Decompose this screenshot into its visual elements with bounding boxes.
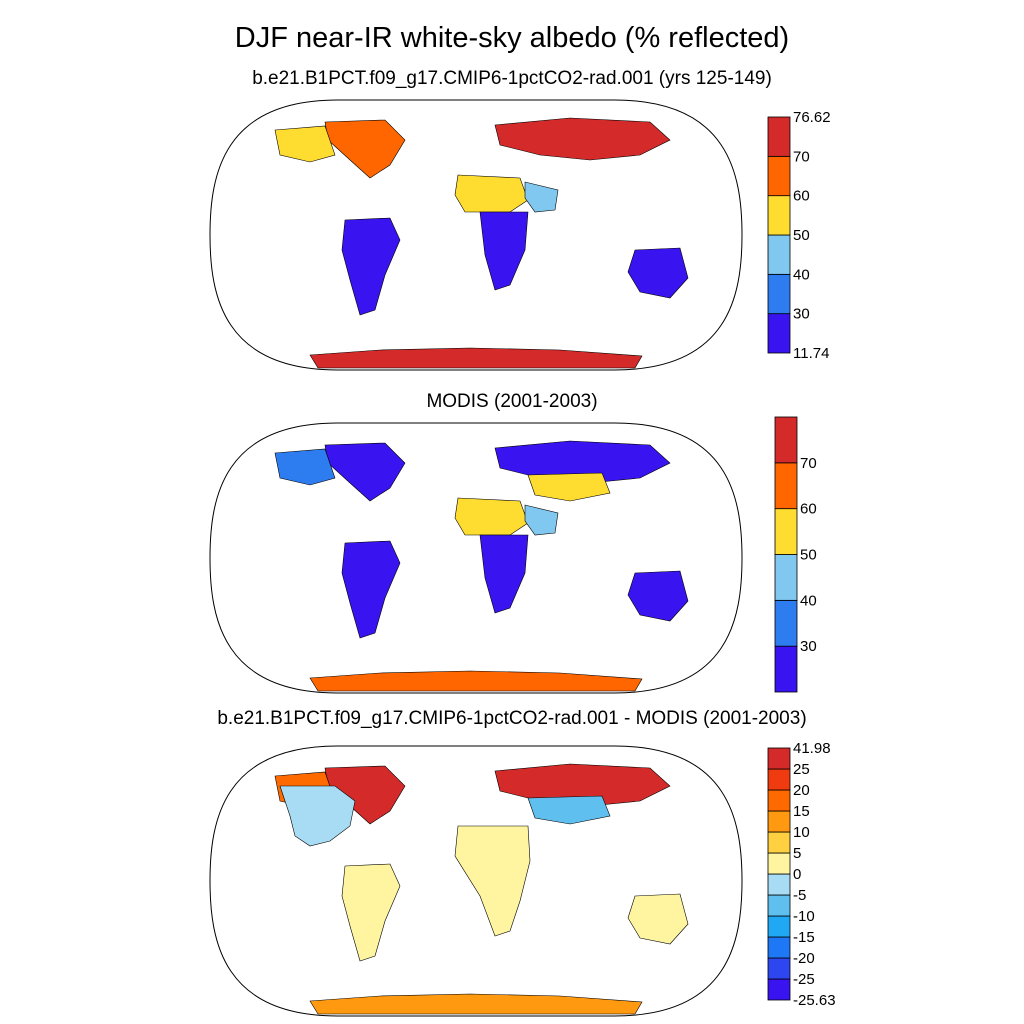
region-antarctica — [309, 670, 643, 692]
colorbar-swatch-9 — [767, 789, 791, 812]
region-sahara — [454, 497, 529, 536]
colorbar-label-3: -15 — [793, 929, 815, 946]
colorbar-label-5: -5 — [793, 887, 806, 904]
colorbar-label-4: 60 — [793, 188, 810, 205]
map-border — [209, 99, 743, 371]
colorbar-label-6: 76.62 — [793, 109, 831, 126]
colorbar-swatch-11 — [767, 747, 791, 770]
region-north-america — [279, 785, 356, 847]
colorbar-swatch-1 — [774, 599, 798, 647]
colorbar-swatch-3 — [774, 508, 798, 555]
colorbar-swatch-1 — [767, 957, 791, 980]
colorbar-label-7: 5 — [793, 845, 801, 862]
region-siberia — [494, 440, 671, 484]
region-australia — [627, 893, 689, 945]
map-panel-3 — [209, 745, 743, 1017]
region-central-africa — [479, 211, 529, 291]
colorbar-swatch-4 — [774, 462, 798, 510]
colorbar-label-2: 40 — [793, 266, 810, 283]
colorbar-swatch-2 — [767, 936, 791, 959]
panel-2-title: MODIS (2001-2003) — [426, 391, 598, 412]
colorbar-label-0: -25.63 — [793, 992, 836, 1009]
colorbar-swatch-3 — [767, 195, 791, 236]
colorbar-swatch-10 — [767, 768, 791, 791]
region-siberia — [494, 117, 671, 161]
colorbar-label-6: 0 — [793, 866, 801, 883]
colorbar-label-1: 30 — [793, 306, 810, 323]
colorbar-label-3: 50 — [793, 227, 810, 244]
colorbar-swatch-5 — [767, 873, 791, 896]
colorbar-label-2: 40 — [800, 592, 817, 609]
colorbar-swatch-2 — [774, 554, 798, 601]
region-northern-canada — [274, 125, 336, 163]
colorbar-label-4: 60 — [800, 501, 817, 518]
colorbar-swatch-3 — [767, 915, 791, 938]
region-central-africa — [479, 534, 529, 614]
colorbar-swatch-0 — [767, 313, 791, 354]
region-central-asia — [527, 795, 611, 825]
colorbar-swatch-0 — [774, 645, 798, 693]
region-arabia — [524, 181, 559, 213]
region-sahara — [454, 174, 529, 213]
panel-3-title: b.e21.B1PCT.f09_g17.CMIP6-1pctCO2-rad.00… — [217, 708, 807, 729]
colorbar-swatch-8 — [767, 810, 791, 833]
colorbar-swatch-0 — [767, 978, 791, 1001]
colorbar-label-2: -20 — [793, 950, 815, 967]
main-title: DJF near-IR white-sky albedo (% reflecte… — [234, 22, 790, 54]
region-south-america — [341, 540, 401, 639]
colorbar-label-11: 25 — [793, 761, 810, 778]
colorbar-label-8: 10 — [793, 824, 810, 841]
colorbar-swatch-7 — [767, 831, 791, 854]
colorbar-swatch-4 — [767, 894, 791, 917]
colorbar-swatch-5 — [767, 116, 791, 157]
region-south-america — [341, 863, 401, 962]
colorbar-panel-3: -25.63 -25 -20 -15 -10 -5 0 5 10 15 20 25 41.98 — [767, 740, 836, 1009]
region-central-asia — [527, 472, 611, 502]
region-africa — [454, 825, 531, 937]
panel-1-title: b.e21.B1PCT.f09_g17.CMIP6-1pctCO2-rad.00… — [252, 68, 772, 89]
colorbar-label-9: 15 — [793, 803, 810, 820]
colorbar-label-3: 50 — [800, 547, 817, 564]
colorbar-panel-1: 11.74 30 40 50 60 70 76.62 — [767, 109, 831, 362]
colorbar-label-12: 41.98 — [793, 740, 831, 757]
colorbar-swatch-4 — [767, 155, 791, 197]
region-antarctica — [309, 347, 643, 369]
colorbar-label-5: 70 — [793, 148, 810, 165]
region-arabia — [524, 504, 559, 536]
colorbar-swatch-6 — [767, 852, 791, 875]
map-panel-1 — [209, 99, 743, 371]
colorbar-label-1: -25 — [793, 971, 815, 988]
region-siberia — [494, 763, 671, 807]
region-australia — [627, 247, 689, 299]
map-border — [209, 745, 743, 1017]
colorbar-swatch-1 — [767, 273, 791, 315]
region-northern-canada — [274, 448, 336, 486]
region-australia — [627, 570, 689, 622]
colorbar-label-4: -10 — [793, 908, 815, 925]
colorbar-swatch-2 — [767, 234, 791, 275]
colorbar-label-10: 20 — [793, 782, 810, 799]
region-south-america — [341, 217, 401, 316]
colorbar-label-1: 30 — [800, 638, 817, 655]
map-panel-2 — [209, 422, 743, 694]
region-greenland — [324, 119, 406, 179]
map-border — [209, 422, 743, 694]
colorbar-label-0: 11.74 — [793, 345, 829, 362]
colorbar-panel-2: 30 40 50 60 70 — [774, 416, 817, 693]
colorbar-label-5: 70 — [800, 455, 817, 472]
map-background — [210, 100, 742, 370]
colorbar-swatch-5 — [774, 416, 798, 464]
region-greenland — [324, 442, 406, 502]
region-antarctica — [309, 993, 643, 1015]
